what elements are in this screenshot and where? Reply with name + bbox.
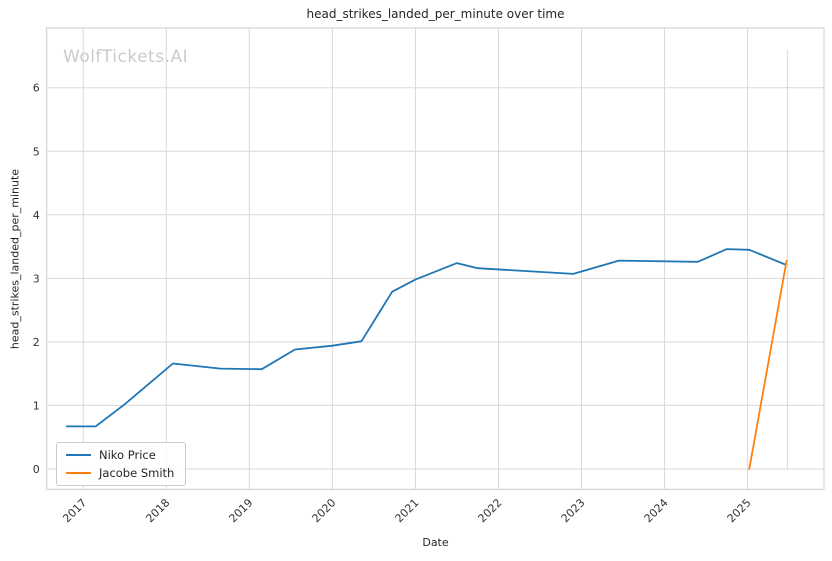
x-tick-label: 2024 [642,496,671,525]
y-tick-label: 0 [33,463,40,476]
y-tick-label: 1 [33,399,40,412]
x-tick-label: 2022 [476,496,505,525]
x-tick-label: 2020 [310,496,339,525]
legend-label: Jacobe Smith [99,466,175,480]
plot-border [46,27,825,490]
y-tick-label: 2 [33,336,40,349]
series-line-jacobe-smith [748,259,788,470]
x-tick-label: 2025 [725,496,754,525]
legend-item: Niko Price [66,448,174,462]
legend-label: Niko Price [99,448,156,462]
x-tick-label: 2019 [226,496,255,525]
x-tick-label: 2017 [60,496,89,525]
chart-title: head_strikes_landed_per_minute over time [306,7,565,21]
y-tick-label: 5 [33,145,40,158]
y-axis-label: head_strikes_landed_per_minute [8,168,22,350]
x-tick-label: 2018 [143,496,172,525]
series-line-niko-price [65,248,786,428]
legend-item: Jacobe Smith [66,466,174,480]
y-tick-label: 4 [33,209,40,222]
x-tick-label: 2021 [393,496,422,525]
legend: Niko Price Jacobe Smith [56,442,187,486]
y-tick-label: 6 [33,82,40,95]
x-axis-label: Date [422,536,449,549]
data-series [65,248,788,470]
y-tick-label: 3 [33,272,40,285]
gridlines [46,28,824,490]
legend-line-swatch [66,454,91,456]
x-tick-label: 2023 [559,496,588,525]
watermark: WolfTickets.AI [63,47,189,67]
legend-line-swatch [66,472,91,474]
